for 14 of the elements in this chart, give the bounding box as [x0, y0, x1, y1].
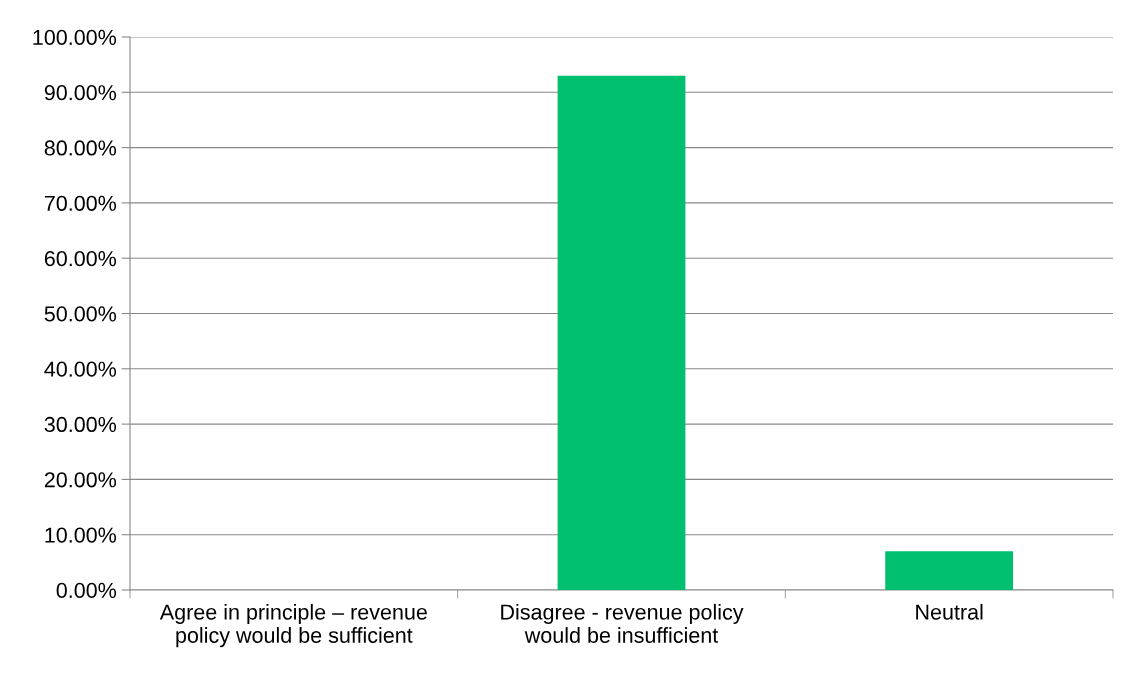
y-tick-label: 40.00%	[44, 361, 117, 377]
x-tick-label: Agree in principle – revenue policy would be sufficient	[159, 603, 427, 648]
y-tick-label: 30.00%	[44, 416, 117, 433]
y-tick-label: 50.00%	[44, 306, 117, 322]
y-tick-label: 60.00%	[44, 250, 117, 267]
y-tick-label: 20.00%	[44, 472, 117, 488]
y-tick-label: 70.00%	[44, 195, 117, 211]
y-tick-label: 90.00%	[44, 85, 117, 101]
x-tick-label: Disagree - revenue policy would be insufficient	[501, 603, 744, 643]
y-tick-label: 10.00%	[45, 527, 117, 543]
x-tick-label: Neutral	[916, 603, 983, 620]
y-tick-label: 80.00%	[44, 140, 117, 156]
y-tick-label: 100.00%	[33, 29, 117, 46]
y-tick-label: 0.00%	[56, 582, 117, 599]
